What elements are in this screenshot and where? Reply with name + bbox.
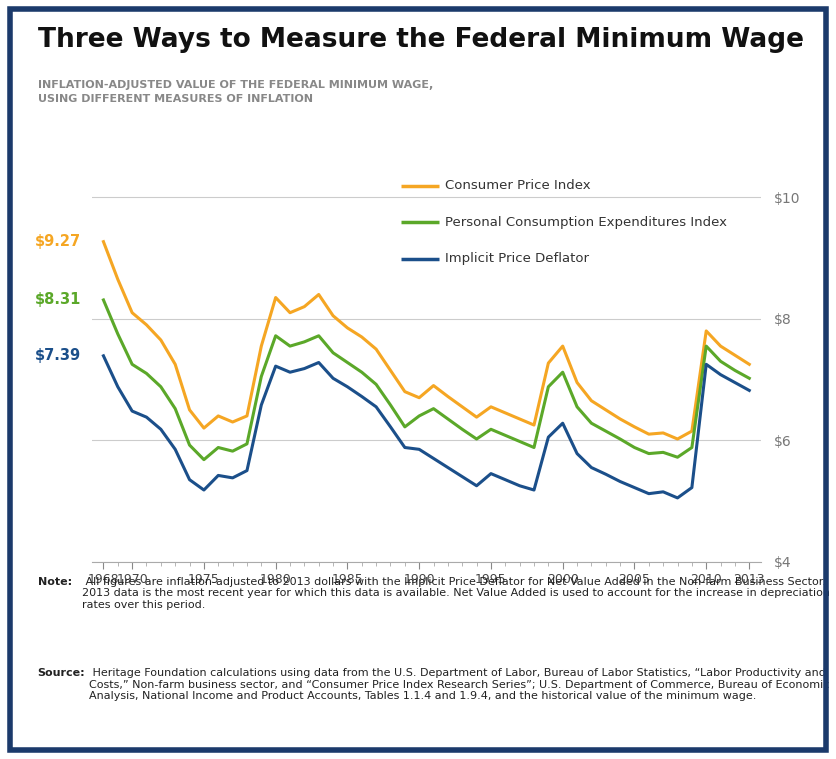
Text: Consumer Price Index: Consumer Price Index	[445, 179, 590, 193]
Text: Three Ways to Measure the Federal Minimum Wage: Three Ways to Measure the Federal Minimu…	[38, 27, 803, 52]
Text: $9.27: $9.27	[35, 235, 81, 249]
Text: Heritage Foundation calculations using data from the U.S. Department of Labor, B: Heritage Foundation calculations using d…	[89, 668, 829, 701]
Text: Note:: Note:	[38, 577, 72, 587]
Text: Implicit Price Deflator: Implicit Price Deflator	[445, 252, 589, 266]
Text: $8.31: $8.31	[35, 292, 81, 307]
Text: All figures are inflation-adjusted to 2013 dollars with the Implicit Price Defla: All figures are inflation-adjusted to 20…	[82, 577, 830, 610]
Text: Source:: Source:	[38, 668, 85, 679]
Text: INFLATION-ADJUSTED VALUE OF THE FEDERAL MINIMUM WAGE,
USING DIFFERENT MEASURES O: INFLATION-ADJUSTED VALUE OF THE FEDERAL …	[38, 80, 433, 104]
Text: Personal Consumption Expenditures Index: Personal Consumption Expenditures Index	[445, 216, 726, 229]
Text: $7.39: $7.39	[35, 348, 81, 364]
